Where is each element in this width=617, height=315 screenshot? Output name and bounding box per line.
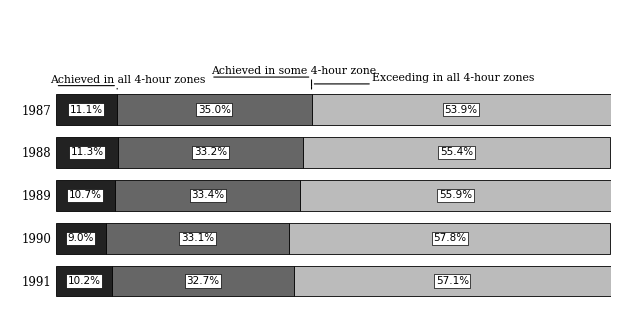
Text: 53.9%: 53.9% (445, 105, 478, 115)
Bar (294, 266, 611, 296)
Bar (112, 266, 294, 296)
Text: 57.1%: 57.1% (436, 276, 469, 286)
Bar (302, 137, 610, 168)
Text: 9.0%: 9.0% (67, 233, 94, 243)
Bar (56, 266, 112, 296)
Text: 10.7%: 10.7% (68, 190, 102, 200)
Text: 35.0%: 35.0% (198, 105, 231, 115)
Text: 10.2%: 10.2% (67, 276, 101, 286)
Text: Achieved in some 4-hour zone: Achieved in some 4-hour zone (211, 66, 376, 76)
Text: 32.7%: 32.7% (186, 276, 220, 286)
Text: 55.4%: 55.4% (440, 147, 473, 158)
Text: 11.1%: 11.1% (70, 105, 103, 115)
Bar (117, 94, 312, 125)
Text: 57.8%: 57.8% (433, 233, 466, 243)
Bar (289, 223, 610, 254)
Bar (118, 137, 303, 168)
Bar (115, 180, 300, 211)
Bar (56, 137, 118, 168)
Bar (106, 223, 289, 254)
Text: 33.4%: 33.4% (191, 190, 224, 200)
Bar (300, 180, 611, 211)
Bar (56, 180, 115, 211)
Bar (56, 94, 117, 125)
Text: Exceeding in all 4-hour zones: Exceeding in all 4-hour zones (372, 73, 534, 83)
Bar (56, 223, 106, 254)
Text: Achieved in all 4-hour zones: Achieved in all 4-hour zones (50, 75, 205, 85)
Text: 11.3%: 11.3% (70, 147, 104, 158)
Text: 55.9%: 55.9% (439, 190, 472, 200)
Text: 33.1%: 33.1% (181, 233, 214, 243)
Bar (312, 94, 611, 125)
Text: 33.2%: 33.2% (194, 147, 227, 158)
